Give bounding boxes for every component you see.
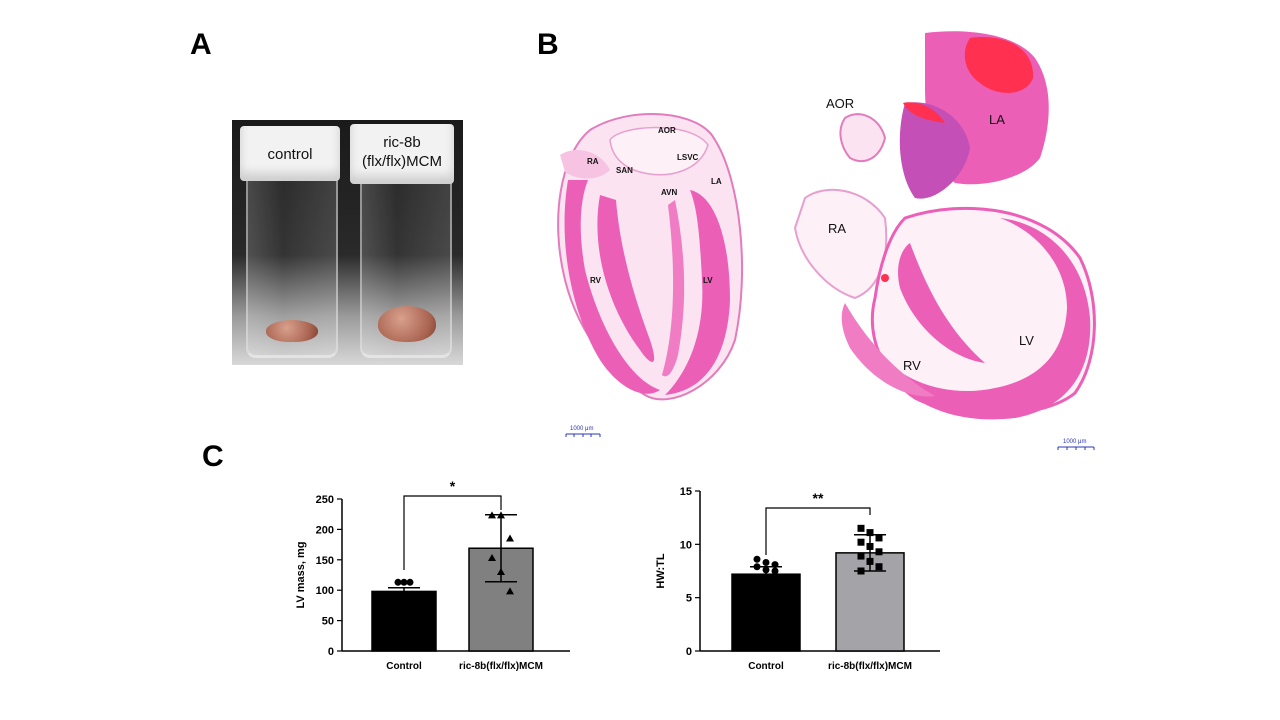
- left-label-ra: RA: [587, 157, 599, 166]
- data-point-1-3: [488, 553, 496, 561]
- control-heart: [266, 320, 318, 342]
- data-point-0-0: [753, 555, 761, 563]
- right-label-aor: AOR: [826, 96, 855, 111]
- right-scale-text: 1000 μm: [1063, 439, 1087, 445]
- bar-0: [731, 573, 801, 652]
- y-tick-label-1: 5: [686, 593, 692, 605]
- y-tick-label-2: 10: [680, 539, 692, 551]
- y-tick-label-3: 150: [316, 555, 334, 567]
- mutant-heart: [378, 306, 436, 342]
- right-label-la: LA: [989, 112, 1005, 127]
- data-point-0-2: [771, 561, 779, 569]
- data-point-1-1: [497, 511, 505, 519]
- y-tick-label-4: 200: [316, 524, 334, 536]
- left-label-san: SAN: [616, 166, 633, 175]
- data-point-1-1: [866, 529, 874, 537]
- x-category-label-1: ric-8b(flx/flx)MCM: [828, 661, 912, 672]
- data-point-1-8: [875, 563, 883, 571]
- y-tick-label-0: 0: [686, 646, 692, 658]
- data-point-1-2: [875, 534, 883, 542]
- panel-letter-a: A: [190, 28, 212, 61]
- data-point-0-1: [762, 558, 770, 566]
- left-scale-text: 1000 μm: [570, 426, 594, 432]
- panel-letter-c: C: [202, 440, 224, 473]
- right-label-lv: LV: [1019, 333, 1034, 348]
- heart-tubes-photo: control ric-8b (flx/flx)MCM: [232, 120, 463, 365]
- right-label-ra: RA: [828, 221, 847, 236]
- y-tick-label-5: 250: [316, 494, 334, 506]
- data-point-1-0: [857, 524, 865, 532]
- mutant-heart-histology: [793, 31, 1096, 420]
- panel-letter-b: B: [537, 28, 559, 61]
- data-point-1-2: [506, 534, 514, 542]
- data-point-0-1: [400, 578, 408, 586]
- control-tube-label: control: [267, 146, 313, 163]
- mutant-tube-cap: ric-8b (flx/flx)MCM: [350, 124, 454, 184]
- significance-bracket: [765, 507, 871, 555]
- control-tube-cap: control: [240, 126, 340, 181]
- x-category-label-1: ric-8b(flx/flx)MCM: [459, 661, 543, 672]
- data-point-1-9: [857, 567, 865, 575]
- mutant-tube-label-line1: ric-8b: [383, 134, 421, 151]
- data-point-0-5: [771, 567, 779, 575]
- data-point-1-7: [866, 557, 874, 565]
- y-tick-label-3: 15: [680, 486, 692, 498]
- data-point-0-0: [394, 578, 402, 586]
- data-point-1-4: [497, 567, 505, 575]
- data-point-1-5: [506, 587, 514, 595]
- data-point-1-3: [857, 538, 865, 546]
- y-axis-label: HW:TL: [655, 553, 667, 589]
- significance-bracket: [403, 495, 502, 570]
- y-axis-label: LV mass, mg: [295, 541, 307, 608]
- x-category-label-0: Control: [386, 661, 422, 672]
- data-point-1-0: [488, 511, 496, 519]
- left-label-avn: AVN: [661, 188, 678, 197]
- left-label-aor: AOR: [658, 126, 676, 135]
- hw-tl-chart: 0 5 10 15 HW:TL Control ric-8b(flx/flx)MCM **: [655, 486, 940, 672]
- left-label-la: LA: [711, 177, 722, 186]
- data-point-0-2: [406, 578, 414, 586]
- right-scale-bar: [1057, 446, 1095, 450]
- y-tick-label-1: 50: [322, 616, 334, 628]
- data-point-1-6: [857, 552, 865, 560]
- data-point-0-3: [753, 563, 761, 571]
- left-label-lv: LV: [703, 276, 713, 285]
- significance-stars: *: [450, 478, 456, 494]
- control-heart-histology: [557, 113, 744, 401]
- y-tick-label-2: 100: [316, 585, 334, 597]
- significance-stars: **: [813, 490, 824, 506]
- data-point-1-4: [866, 542, 874, 550]
- bar-0: [371, 590, 437, 652]
- mutant-tube-label-line2: (flx/flx)MCM: [362, 153, 442, 170]
- right-label-rv: RV: [903, 358, 921, 373]
- data-point-1-5: [875, 548, 883, 556]
- x-category-label-0: Control: [748, 661, 784, 672]
- y-tick-label-0: 0: [328, 646, 334, 658]
- left-label-lsvc: LSVC: [677, 153, 699, 162]
- left-scale-bar: [565, 433, 601, 437]
- lv-mass-chart: 0 50 100 150 200 250 LV mass, mg Control ric-8b(…: [295, 478, 570, 672]
- left-label-rv: RV: [590, 276, 601, 285]
- data-point-0-4: [762, 566, 770, 574]
